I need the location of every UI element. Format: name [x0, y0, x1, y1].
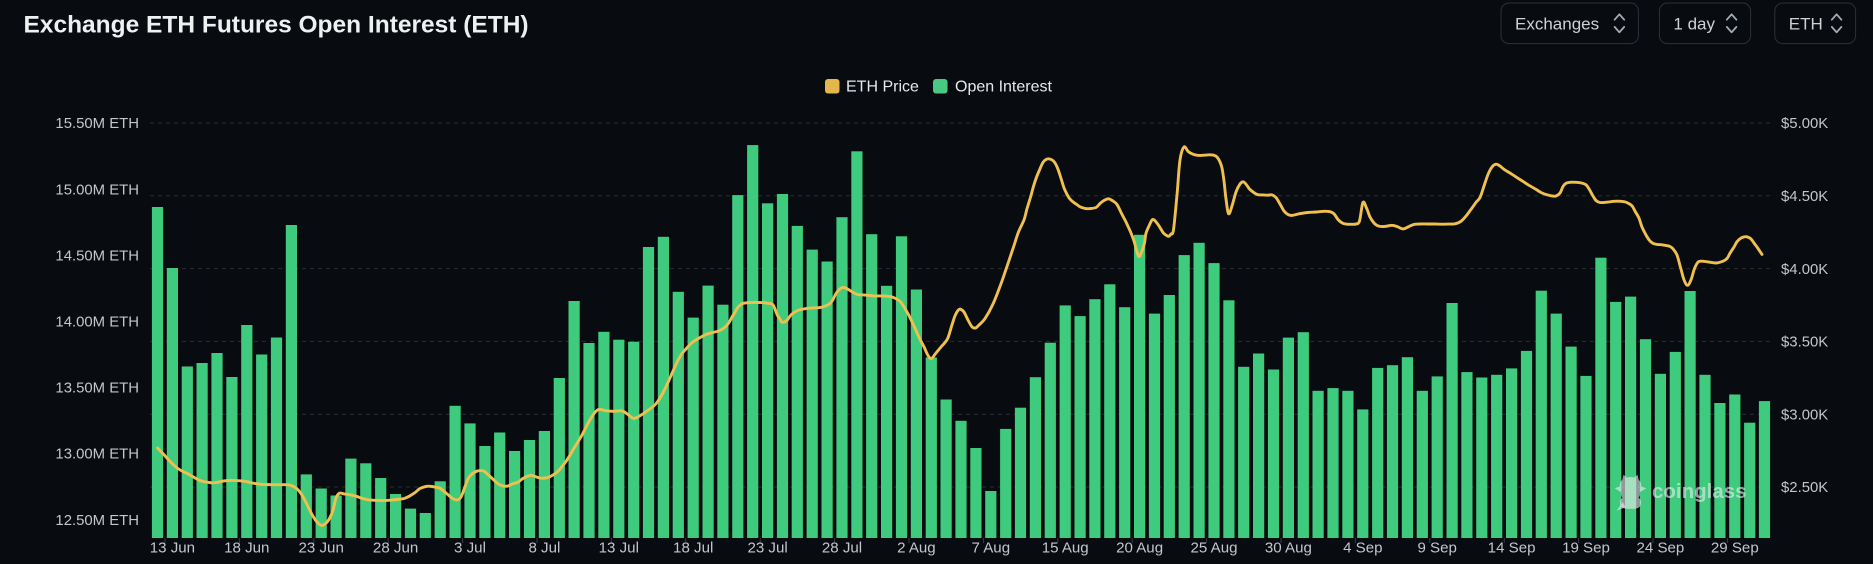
- svg-text:ETH Price: ETH Price: [846, 79, 919, 96]
- svg-text:23 Jun: 23 Jun: [299, 539, 344, 556]
- svg-text:14.50M ETH: 14.50M ETH: [55, 248, 139, 264]
- svg-text:25 Aug: 25 Aug: [1190, 539, 1237, 556]
- svg-text:13 Jul: 13 Jul: [599, 539, 639, 556]
- svg-text:13 Jun: 13 Jun: [150, 539, 195, 556]
- svg-text:28 Jun: 28 Jun: [373, 539, 418, 556]
- svg-text:15 Aug: 15 Aug: [1042, 539, 1089, 556]
- svg-text:1 day: 1 day: [1673, 14, 1715, 33]
- svg-text:8 Jul: 8 Jul: [528, 539, 560, 556]
- svg-text:$2.50K: $2.50K: [1781, 480, 1828, 496]
- svg-text:$5.00K: $5.00K: [1781, 116, 1828, 132]
- svg-text:9 Sep: 9 Sep: [1417, 539, 1456, 556]
- svg-text:15.50M ETH: 15.50M ETH: [55, 116, 139, 132]
- svg-text:Open Interest: Open Interest: [955, 79, 1053, 96]
- svg-text:14.00M ETH: 14.00M ETH: [55, 315, 139, 331]
- svg-text:$4.00K: $4.00K: [1781, 262, 1828, 278]
- svg-text:3 Jul: 3 Jul: [454, 539, 486, 556]
- svg-text:Exchanges: Exchanges: [1515, 14, 1599, 33]
- svg-text:18 Jun: 18 Jun: [224, 539, 269, 556]
- svg-text:15.00M ETH: 15.00M ETH: [55, 182, 139, 198]
- svg-text:30 Aug: 30 Aug: [1265, 539, 1312, 556]
- svg-text:14 Sep: 14 Sep: [1488, 539, 1536, 556]
- svg-text:13.50M ETH: 13.50M ETH: [55, 381, 139, 397]
- svg-text:12.50M ETH: 12.50M ETH: [55, 513, 139, 529]
- svg-text:ETH: ETH: [1789, 14, 1823, 33]
- svg-text:19 Sep: 19 Sep: [1562, 539, 1610, 556]
- svg-text:13.00M ETH: 13.00M ETH: [55, 447, 139, 463]
- svg-text:$3.00K: $3.00K: [1781, 407, 1828, 423]
- svg-text:23 Jul: 23 Jul: [747, 539, 787, 556]
- svg-text:$4.50K: $4.50K: [1781, 189, 1828, 205]
- svg-text:18 Jul: 18 Jul: [673, 539, 713, 556]
- svg-text:20 Aug: 20 Aug: [1116, 539, 1163, 556]
- svg-text:24 Sep: 24 Sep: [1636, 539, 1684, 556]
- svg-text:2 Aug: 2 Aug: [897, 539, 936, 556]
- svg-text:4 Sep: 4 Sep: [1343, 539, 1382, 556]
- svg-text:Exchange ETH Futures Open Inte: Exchange ETH Futures Open Interest (ETH): [24, 12, 529, 39]
- svg-text:7 Aug: 7 Aug: [971, 539, 1010, 556]
- svg-text:coinglass: coinglass: [1652, 480, 1747, 503]
- svg-text:29 Sep: 29 Sep: [1711, 539, 1759, 556]
- svg-text:$3.50K: $3.50K: [1781, 335, 1828, 351]
- svg-text:28 Jul: 28 Jul: [822, 539, 862, 556]
